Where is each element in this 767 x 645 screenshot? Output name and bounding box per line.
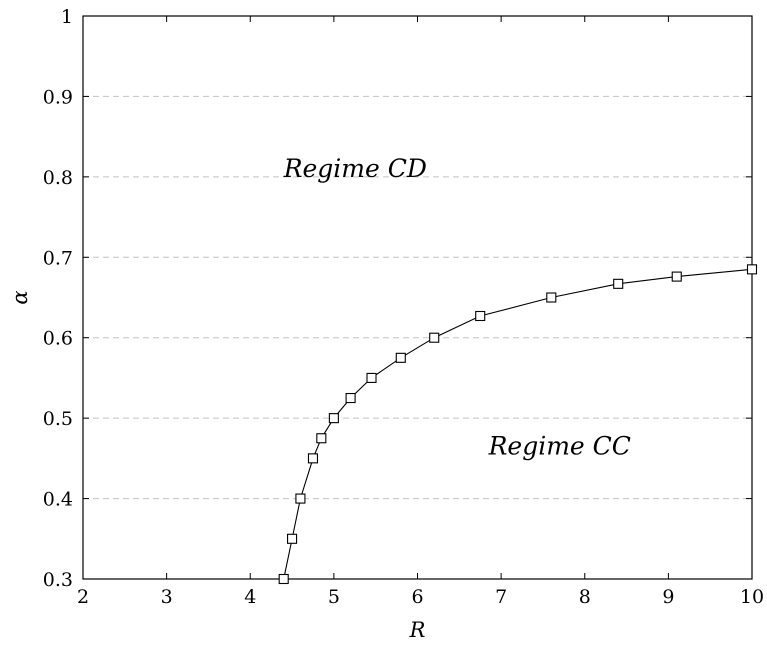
x-axis-label: R bbox=[409, 618, 426, 642]
y-tick-label: 0.6 bbox=[43, 328, 73, 350]
data-point bbox=[287, 533, 298, 544]
y-tick-label: 0.5 bbox=[43, 408, 73, 430]
data-point bbox=[328, 413, 339, 424]
x-tick-labels: 2 3 4 5 6 7 8 9 10 bbox=[77, 586, 764, 608]
x-tick-label: 10 bbox=[740, 586, 764, 608]
data-point bbox=[278, 573, 289, 585]
data-point bbox=[613, 278, 624, 289]
x-tick-label: 8 bbox=[579, 586, 591, 608]
series-line bbox=[283, 268, 753, 580]
data-point bbox=[546, 292, 557, 303]
x-tick-label: 5 bbox=[328, 586, 340, 608]
annotations: Regime CD Regime CC bbox=[283, 154, 631, 460]
data-point bbox=[671, 271, 682, 282]
y-tick-label: 0.8 bbox=[43, 167, 73, 189]
data-point bbox=[345, 392, 356, 404]
grid-lines bbox=[83, 95, 752, 500]
data-point bbox=[307, 453, 319, 464]
x-tick-label: 2 bbox=[77, 586, 89, 608]
x-tick-label: 6 bbox=[411, 586, 423, 608]
y-tick-label: 0.4 bbox=[43, 489, 73, 511]
y-tick-label: 0.3 bbox=[43, 569, 73, 591]
y-tick-labels: 0.3 0.4 0.5 0.6 0.7 0.8 0.9 1 bbox=[43, 6, 73, 591]
series-markers bbox=[278, 264, 758, 585]
x-tick-label: 7 bbox=[495, 586, 507, 608]
y-tick-label: 0.7 bbox=[43, 247, 73, 269]
y-axis-label: α bbox=[8, 290, 32, 304]
x-tick-label: 9 bbox=[662, 586, 674, 608]
data-point bbox=[475, 310, 486, 322]
x-tick-label: 3 bbox=[161, 586, 173, 608]
data-point bbox=[746, 264, 758, 275]
plot-frame bbox=[82, 15, 753, 580]
y-tick-label: 0.9 bbox=[43, 86, 73, 108]
y-tick-label: 1 bbox=[61, 6, 73, 28]
annotation-label: Regime CC bbox=[488, 431, 631, 460]
data-point bbox=[429, 332, 440, 343]
annotation-label: Regime CD bbox=[283, 154, 427, 183]
data-point bbox=[366, 372, 377, 383]
data-point bbox=[316, 433, 327, 444]
data-point bbox=[295, 493, 306, 504]
x-tick-label: 4 bbox=[244, 586, 256, 608]
axis-ticks bbox=[82, 15, 753, 580]
data-point bbox=[395, 352, 406, 363]
